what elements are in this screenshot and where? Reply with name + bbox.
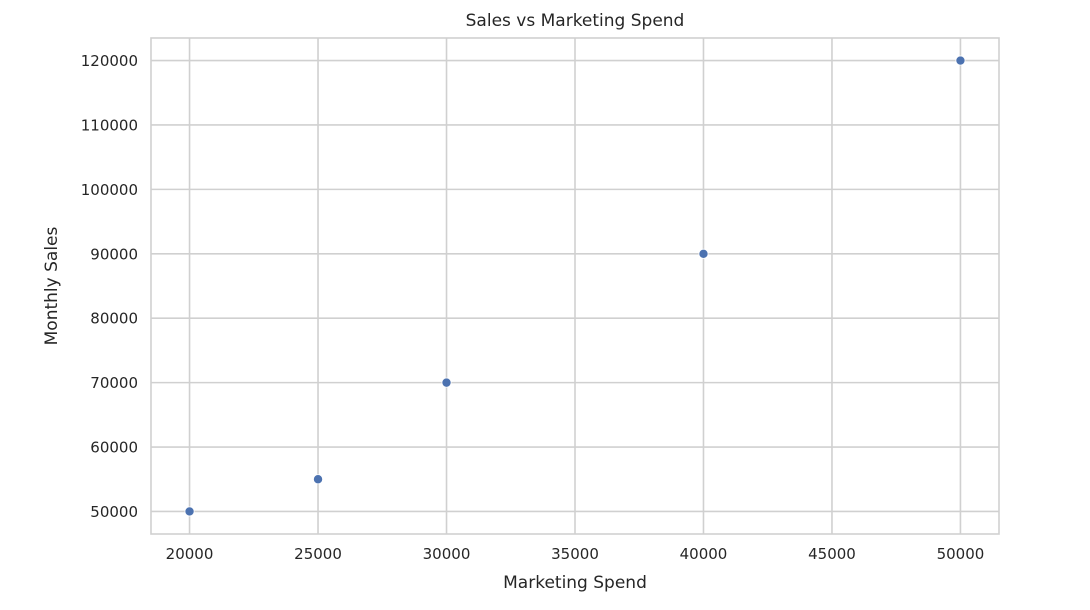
data-point bbox=[955, 55, 966, 66]
x-tick-label: 45000 bbox=[808, 545, 856, 563]
y-tick-label: 80000 bbox=[90, 310, 138, 328]
data-point bbox=[184, 506, 195, 517]
plot-frame bbox=[150, 37, 1000, 535]
x-axis-title: Marketing Spend bbox=[503, 573, 647, 593]
grid bbox=[151, 38, 999, 534]
x-tick-label: 25000 bbox=[294, 545, 342, 563]
y-tick-labels: 50000 60000 70000 80000 90000 100000 110000 120… bbox=[81, 52, 138, 521]
data-point bbox=[698, 248, 709, 259]
data-point bbox=[313, 474, 324, 485]
y-tick-label: 70000 bbox=[90, 374, 138, 392]
x-tick-labels: 20000 25000 30000 35000 40000 45000 50000 bbox=[166, 545, 985, 563]
y-axis-title: Monthly Sales bbox=[42, 226, 62, 345]
x-tick-label: 20000 bbox=[166, 545, 214, 563]
x-tick-label: 30000 bbox=[423, 545, 471, 563]
y-tick-label: 100000 bbox=[81, 181, 138, 199]
y-tick-label: 90000 bbox=[90, 245, 138, 263]
x-tick-label: 50000 bbox=[937, 545, 985, 563]
y-tick-label: 110000 bbox=[81, 116, 138, 134]
data-point bbox=[441, 377, 452, 388]
y-tick-label: 120000 bbox=[81, 52, 138, 70]
x-tick-label: 40000 bbox=[680, 545, 728, 563]
data-points bbox=[184, 55, 966, 517]
y-tick-label: 50000 bbox=[90, 503, 138, 521]
chart-title: Sales vs Marketing Spend bbox=[466, 11, 685, 31]
y-tick-label: 60000 bbox=[90, 439, 138, 457]
x-tick-label: 35000 bbox=[551, 545, 599, 563]
